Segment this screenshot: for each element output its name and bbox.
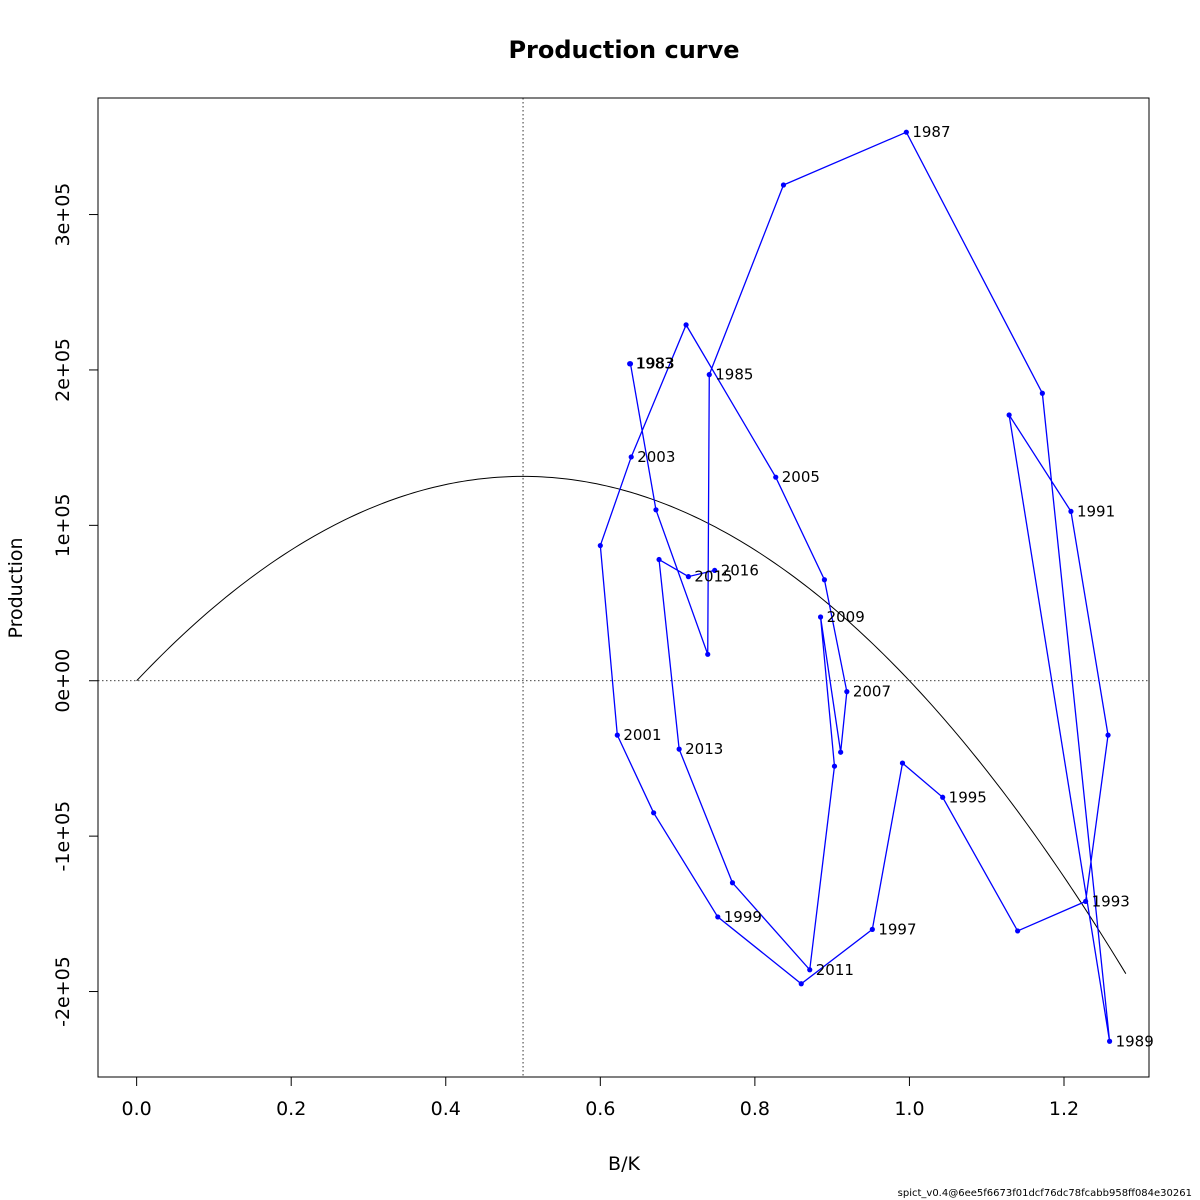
year-label: 2015 [694, 568, 732, 586]
trajectory-point [715, 914, 721, 920]
y-tick-label: 3e+05 [52, 183, 74, 247]
trajectory-point [821, 577, 828, 583]
trajectory-point [773, 474, 779, 480]
trajectory-point [869, 926, 875, 932]
trajectory-point [705, 651, 711, 657]
year-label: 2013 [685, 740, 723, 758]
year-label: 2007 [853, 683, 891, 701]
trajectory-point [838, 749, 844, 755]
year-label: 1999 [724, 908, 762, 926]
footer-version-text: spict_v0.4@6ee5f6673f01dcf76dc78fcabb958… [898, 1188, 1192, 1199]
trajectory-point [597, 542, 603, 549]
trajectory-point [1015, 928, 1021, 934]
year-label: 1983 [636, 355, 674, 373]
trajectory-point [729, 880, 736, 886]
x-tick-label: 0.6 [585, 1098, 615, 1120]
year-label: 1989 [1116, 1032, 1154, 1050]
trajectory-point [903, 129, 909, 135]
trajectory-point [683, 322, 689, 328]
year-label: 2016 [721, 561, 759, 579]
trajectory-point [780, 182, 787, 188]
trajectory-point [1105, 732, 1111, 738]
year-label: 1993 [1092, 892, 1130, 910]
year-label: 2009 [827, 608, 865, 626]
trajectory-point [844, 689, 850, 695]
year-label: 1985 [715, 366, 753, 384]
y-tick-label: -2e+05 [52, 956, 74, 1027]
trajectory-point [676, 746, 682, 752]
year-label: 1987 [912, 123, 950, 141]
x-tick-label: 0.4 [431, 1098, 461, 1120]
plot-frame [97, 97, 1150, 1078]
x-tick-label: 1.0 [894, 1098, 924, 1120]
chart-title: Production curve [508, 36, 739, 64]
trajectory-point [1106, 1038, 1113, 1044]
x-tick-label: 0.2 [276, 1098, 306, 1120]
year-label: 2001 [623, 726, 661, 744]
year-label: 2011 [816, 961, 854, 979]
y-tick-label: 0e+00 [52, 649, 74, 713]
y-tick-label: -1e+05 [52, 801, 74, 872]
trajectory-point [712, 567, 718, 574]
trajectory-point [1068, 508, 1074, 514]
year-label: 1995 [949, 788, 987, 806]
x-tick-label: 0.8 [740, 1098, 770, 1120]
x-axis-label: B/K [608, 1153, 640, 1175]
trajectory-point [706, 372, 712, 378]
trajectory-point [1039, 390, 1045, 396]
trajectory-point [940, 794, 946, 800]
x-tick-label: 1.2 [1049, 1098, 1079, 1120]
x-tick-label: 0.0 [122, 1098, 152, 1120]
y-tick-label: 2e+05 [52, 338, 74, 402]
year-label: 1983 [636, 355, 674, 373]
trajectory-point [1006, 412, 1012, 418]
trajectory-point [817, 614, 824, 620]
year-label: 2003 [637, 448, 675, 466]
trajectory-point [899, 760, 906, 766]
trajectory-point [614, 732, 620, 738]
year-label: 2005 [782, 468, 820, 486]
plot-area: 0.0 0.2 0.4 0.6 0.8 1.0 1.2 -2e+05 -1e+05 0e+00 1e… [52, 98, 1154, 1120]
trajectory-point [628, 454, 634, 460]
year-label: 1991 [1077, 502, 1115, 520]
trajectory-point [651, 810, 657, 816]
trajectory-point [798, 981, 804, 987]
model-production-curve [136, 475, 1127, 974]
trajectory-point [685, 574, 692, 580]
trajectory-point [807, 967, 813, 973]
trajectory-point [656, 556, 662, 563]
trajectory-point [653, 507, 659, 513]
year-label: 1997 [878, 920, 916, 938]
y-tick-label: 1e+05 [52, 493, 74, 557]
trajectory-point [831, 763, 838, 769]
trajectory-point [1083, 898, 1089, 905]
y-axis-label: Production [5, 537, 27, 638]
trajectory-point [627, 361, 634, 367]
trajectory-line [599, 131, 1111, 1042]
